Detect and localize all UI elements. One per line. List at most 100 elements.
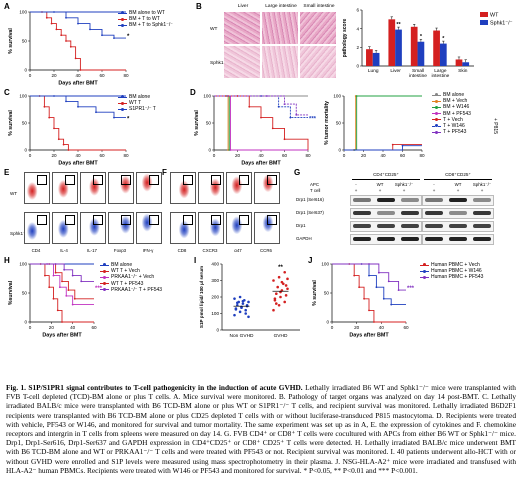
flow-plot [254,172,280,204]
blot-group-rule [352,179,420,180]
legend-swatch [420,275,429,279]
scatter-point [238,295,242,299]
flow-plot [136,172,162,204]
flow-plot [136,212,162,244]
x-tick-label: 40 [75,73,81,78]
scatter-point [286,277,289,281]
series-point [353,274,356,277]
histology-column-label: Small intestine [303,4,335,9]
histology-image [224,46,260,78]
caption-body: Lethally irradiated B6 WT and Sphk1⁻/⁻ m… [6,383,516,475]
y-axis-label: % tumor mortality [324,101,330,145]
legend-label: BM + T to Sphk1⁻/⁻ [129,22,173,29]
histology-image [262,46,298,78]
legend-swatch [432,93,441,97]
legend-entry: BM + T to Sphk1⁻/⁻ [118,22,173,28]
blot-band [449,237,467,241]
legend-swatch [118,95,127,99]
x-tick-label: 60 [99,73,105,78]
flow-gate [149,175,159,185]
legend-label: WT T + Vech [111,268,140,275]
histology-image [300,12,336,44]
legend-label: T + W146 [443,123,465,130]
series-point [397,289,400,291]
x-tick-label: 40 [70,325,76,330]
y-tick-label: 100 [211,311,219,316]
blot-band [425,211,443,215]
x-tick-label: 80 [123,73,129,78]
legend-swatch [432,105,441,109]
scatter-point [277,275,281,279]
panel-d-tumor-chart: 0 50 100 0 20 40 60 80 % tumor mortality [324,94,425,158]
flow-gate [37,215,47,225]
x-tick-label: 60 [91,325,97,330]
series-point [363,297,365,300]
significance-mark: * [420,34,423,40]
flow-gate [121,215,131,225]
series-point [74,57,77,60]
flow-marker-label: CD4 [31,248,41,253]
y-axis-label: pathology score [342,18,348,57]
series-line-0 [344,95,422,151]
x-tick-label: Skin [458,68,468,74]
y-tick-label: 2 [356,45,359,50]
significance-mark: *** [309,116,317,122]
series-point [401,144,404,147]
legend-entry: BM + PF543 [432,111,471,117]
legend-label: PRKAA1⁻/⁻ T + PF543 [111,286,163,293]
series-point [271,127,274,130]
blot-lane-label: T cell [310,188,321,193]
blot-band [473,237,491,241]
flow-gate [65,215,75,225]
series-point [55,28,58,31]
blot-lane-label: + [354,188,358,193]
scatter-point [233,297,236,300]
legend-entry: Human PBMC + PF543 [420,274,483,280]
y-tick-label: 100 [203,94,211,99]
y-tick-label: 0 [338,148,341,153]
panel-d-group-label: + P815 [492,118,498,134]
series-point [89,28,91,31]
blot-band [449,211,467,215]
y-tick-label: 0 [24,148,27,153]
series-point [77,22,79,25]
bar [372,52,380,66]
series-point [248,105,251,108]
blot-band [401,237,419,241]
scatter-point [241,299,245,303]
bar [417,41,425,66]
panel-label-c: C [4,88,10,97]
blot-lane-label: - [355,182,357,187]
series-point [52,274,55,277]
flow-plot [80,212,106,244]
flow-gate [183,175,193,185]
x-tick-label: 40 [380,153,386,158]
y-tick-label: 0 [24,68,27,73]
legend-entry: PRKAA1⁻/⁻ T + PF543 [100,287,162,293]
blot-band [353,237,371,241]
legend-swatch [480,20,488,25]
series-point [50,22,53,25]
x-tick-label: 40 [379,325,385,330]
scatter-point [244,308,247,312]
legend-label: PRKAA1⁻/⁻ + Vech [111,274,155,281]
series-point [260,116,262,119]
y-tick-label: 0 [24,320,27,325]
blot-lane-label: WT [454,182,462,187]
y-tick-label: 100 [321,262,329,267]
panel-label-h: H [4,256,10,265]
series-point [71,303,74,306]
bar [410,26,418,66]
series-point [265,95,268,97]
x-tick-label: intestine [409,73,427,79]
scatter-point [286,287,289,291]
series-point [65,100,67,103]
histology-column-label: Large intestine [265,4,297,9]
scatter-point [238,310,242,314]
x-tick-label: 0 [29,325,32,330]
legend-swatch [432,99,441,103]
series-point [373,321,375,323]
y-axis-label: %survival [8,280,14,305]
series-point [61,280,63,283]
flow-gate [37,175,47,185]
